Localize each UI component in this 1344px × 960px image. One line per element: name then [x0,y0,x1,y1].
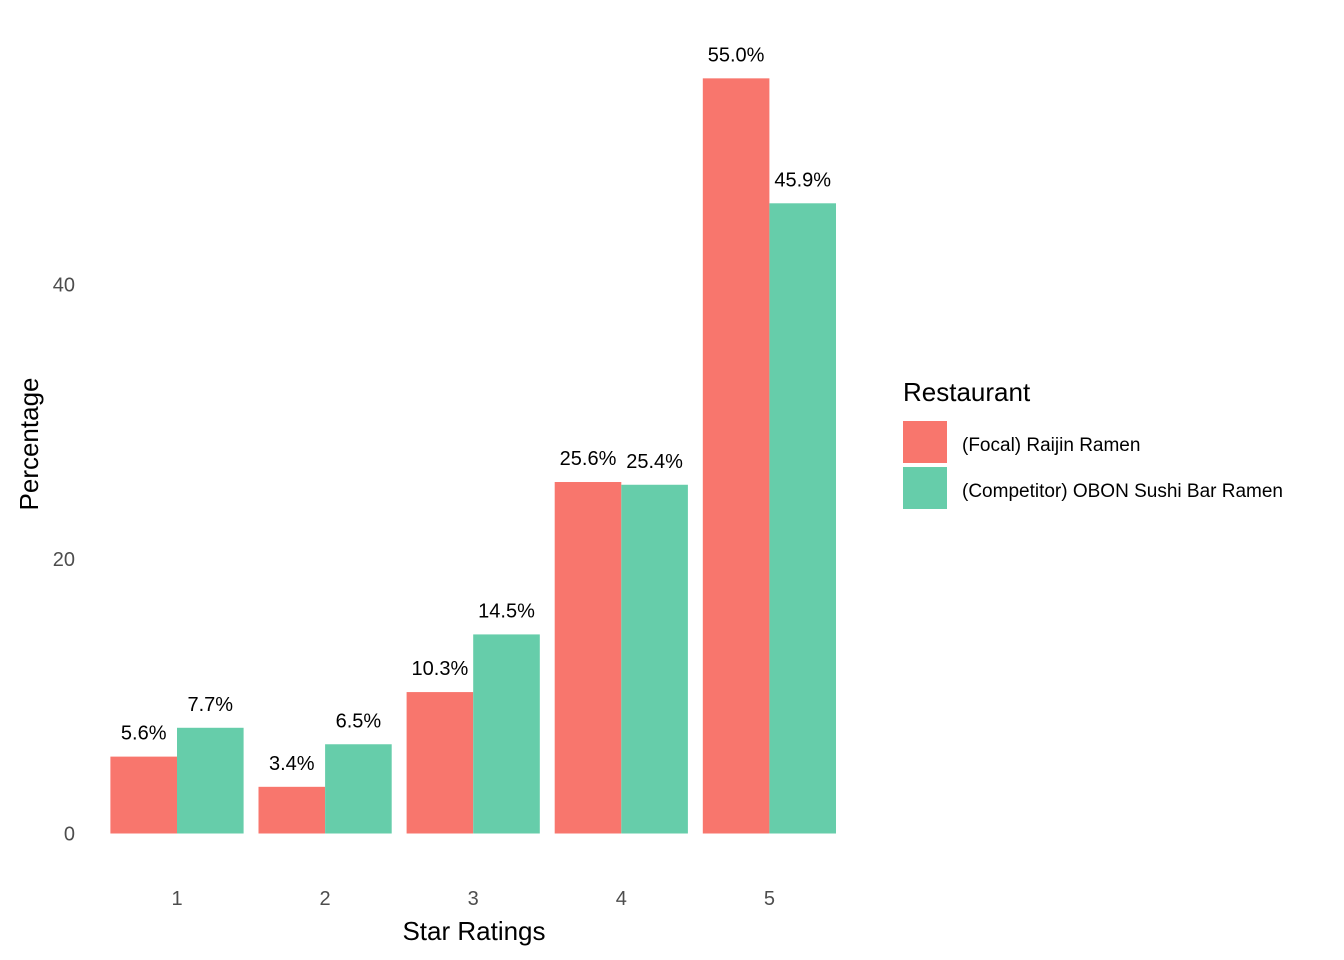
y-tick-label-40: 40 [53,274,75,296]
x-axis: 1 2 3 4 5 [171,888,775,910]
data-label-competitor-4: 25.4% [626,451,683,473]
x-tick-label-4: 4 [616,888,627,910]
bar-focal-1 [110,756,177,834]
bar-competitor-5 [769,203,836,834]
data-label-focal-3: 10.3% [412,658,469,680]
legend-label-focal: (Focal) Raijin Ramen [962,435,1140,456]
x-tick-label-3: 3 [468,888,479,910]
bar-focal-4 [554,482,622,834]
data-label-competitor-5: 45.9% [774,169,831,191]
data-label-focal-4: 25.6% [560,448,617,470]
bar-focal-3 [406,692,474,834]
legend-swatch-focal [903,421,947,463]
legend-label-competitor: (Competitor) OBON Sushi Bar Ramen [962,481,1283,502]
x-axis-title: Star Ratings [402,916,545,946]
legend-title: Restaurant [903,377,1031,407]
legend-swatch-competitor [903,467,947,509]
bar-competitor-1 [177,727,244,834]
bar-competitor-3 [473,634,540,834]
y-axis: 0 20 40 [53,274,75,845]
bar-focal-2 [258,786,326,834]
data-label-focal-1: 5.6% [121,723,167,745]
data-labels-layer: 5.6% 7.7% 3.4% 6.5% 10.3% 14.5% 25.6% 25.4% 55.0… [121,44,831,774]
bar-competitor-2 [325,744,392,834]
bar-competitor-4 [621,484,688,834]
x-tick-label-1: 1 [171,888,182,910]
bar-focal-5 [702,78,770,834]
data-label-focal-2: 3.4% [269,753,315,775]
y-axis-title: Percentage [14,378,44,511]
data-label-focal-5: 55.0% [708,44,765,66]
y-tick-label-0: 0 [64,824,75,846]
legend: Restaurant (Focal) Raijin Ramen (Competi… [903,377,1283,509]
data-label-competitor-1: 7.7% [188,694,234,716]
y-tick-label-20: 20 [53,549,75,571]
x-tick-label-5: 5 [764,888,775,910]
bars-layer [110,78,836,834]
data-label-competitor-2: 6.5% [336,710,382,732]
data-label-competitor-3: 14.5% [478,600,535,622]
x-tick-label-2: 2 [320,888,331,910]
